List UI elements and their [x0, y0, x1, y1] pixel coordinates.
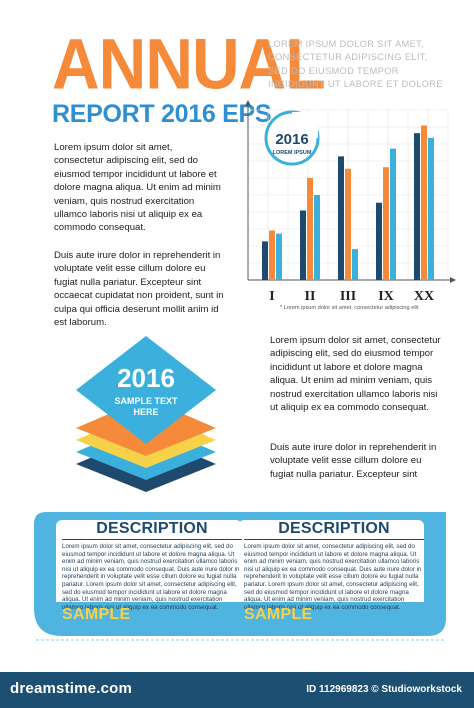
- bar-II-series-1: [300, 210, 306, 280]
- body-paragraph-4: Duis aute irure dolor in reprehenderit i…: [270, 442, 437, 480]
- description-column-2: DESCRIPTION Lorem ipsum dolor sit amet, …: [244, 520, 424, 611]
- chart-badge-corner: [292, 112, 318, 138]
- footer-site[interactable]: dreamstime.com: [10, 680, 133, 697]
- description-rule-1: [62, 539, 242, 540]
- bar-III-series-3: [352, 249, 358, 280]
- tick-label-I: I: [269, 289, 274, 304]
- bar-IX-series-2: [383, 167, 389, 280]
- chart-badge-text: LOREM IPSUM: [273, 150, 312, 156]
- diamond-top: [76, 336, 216, 444]
- description-title-2: DESCRIPTION: [278, 520, 390, 537]
- chart-note: * Lorem ipsum dolor sit amet, consectetu…: [280, 305, 419, 311]
- bar-IX-series-1: [376, 202, 382, 280]
- bar-III-series-2: [345, 168, 351, 280]
- sample-banner-1: [56, 602, 242, 628]
- diamond-line2: HERE: [133, 407, 158, 417]
- bar-XX-series-1: [414, 133, 420, 280]
- diamond-line1: SAMPLE TEXT: [114, 396, 178, 406]
- sample-banner-2: [238, 602, 424, 628]
- chart-badge-year: 2016: [275, 131, 308, 148]
- tick-label-III: III: [340, 289, 356, 304]
- body-paragraph-2: Duis aute irure dolor in reprehenderit i…: [54, 250, 224, 329]
- bar-I-series-3: [276, 233, 282, 280]
- bar-I-series-1: [262, 241, 268, 280]
- tick-label-II: II: [305, 289, 316, 304]
- bar-II-series-2: [307, 178, 313, 280]
- intro-text: LOREM IPSUM DOLOR SIT AMET, CONSECTETUR …: [268, 39, 443, 90]
- tick-label-IX: IX: [378, 289, 394, 304]
- description-box-2: [238, 520, 424, 628]
- footer-id: ID 112969823 © Studioworkstock: [306, 684, 462, 695]
- diamond-graphic: 2016 SAMPLE TEXT HERE: [66, 334, 226, 494]
- description-rule-2: [244, 539, 424, 540]
- sample-label-1: SAMPLE: [62, 606, 131, 623]
- page-title: ANNUAL: [52, 23, 326, 104]
- body-paragraph-1: Lorem ipsum dolor sit amet, consectetur …: [54, 142, 221, 234]
- footer-bar: [0, 672, 474, 708]
- bar-III-series-1: [338, 156, 344, 280]
- description-text-1: Lorem ipsum dolor sit amet, consectetur …: [62, 543, 240, 611]
- diamond-year: 2016: [117, 363, 175, 393]
- x-axis-arrow: [450, 277, 456, 283]
- sample-label-2: SAMPLE: [244, 606, 313, 623]
- body-paragraph-3: Lorem ipsum dolor sit amet, consectetur …: [270, 335, 441, 414]
- description-panel: [34, 512, 446, 642]
- page-subtitle: REPORT 2016 EPS: [52, 100, 272, 128]
- y-axis-arrow: [245, 100, 251, 106]
- description-title-1: DESCRIPTION: [96, 520, 208, 537]
- bar-IX-series-3: [390, 148, 396, 280]
- bar-II-series-3: [314, 195, 320, 280]
- bar-I-series-2: [269, 230, 275, 280]
- bar-XX-series-2: [421, 125, 427, 280]
- bar-chart: I II III IX XX 2016 LOREM IPSUM: [236, 100, 456, 312]
- bar-XX-series-3: [428, 137, 434, 280]
- description-text-2: Lorem ipsum dolor sit amet, consectetur …: [244, 543, 422, 611]
- tick-label-XX: XX: [414, 289, 434, 304]
- description-box-1: [56, 520, 242, 628]
- description-column-1: DESCRIPTION Lorem ipsum dolor sit amet, …: [62, 520, 242, 611]
